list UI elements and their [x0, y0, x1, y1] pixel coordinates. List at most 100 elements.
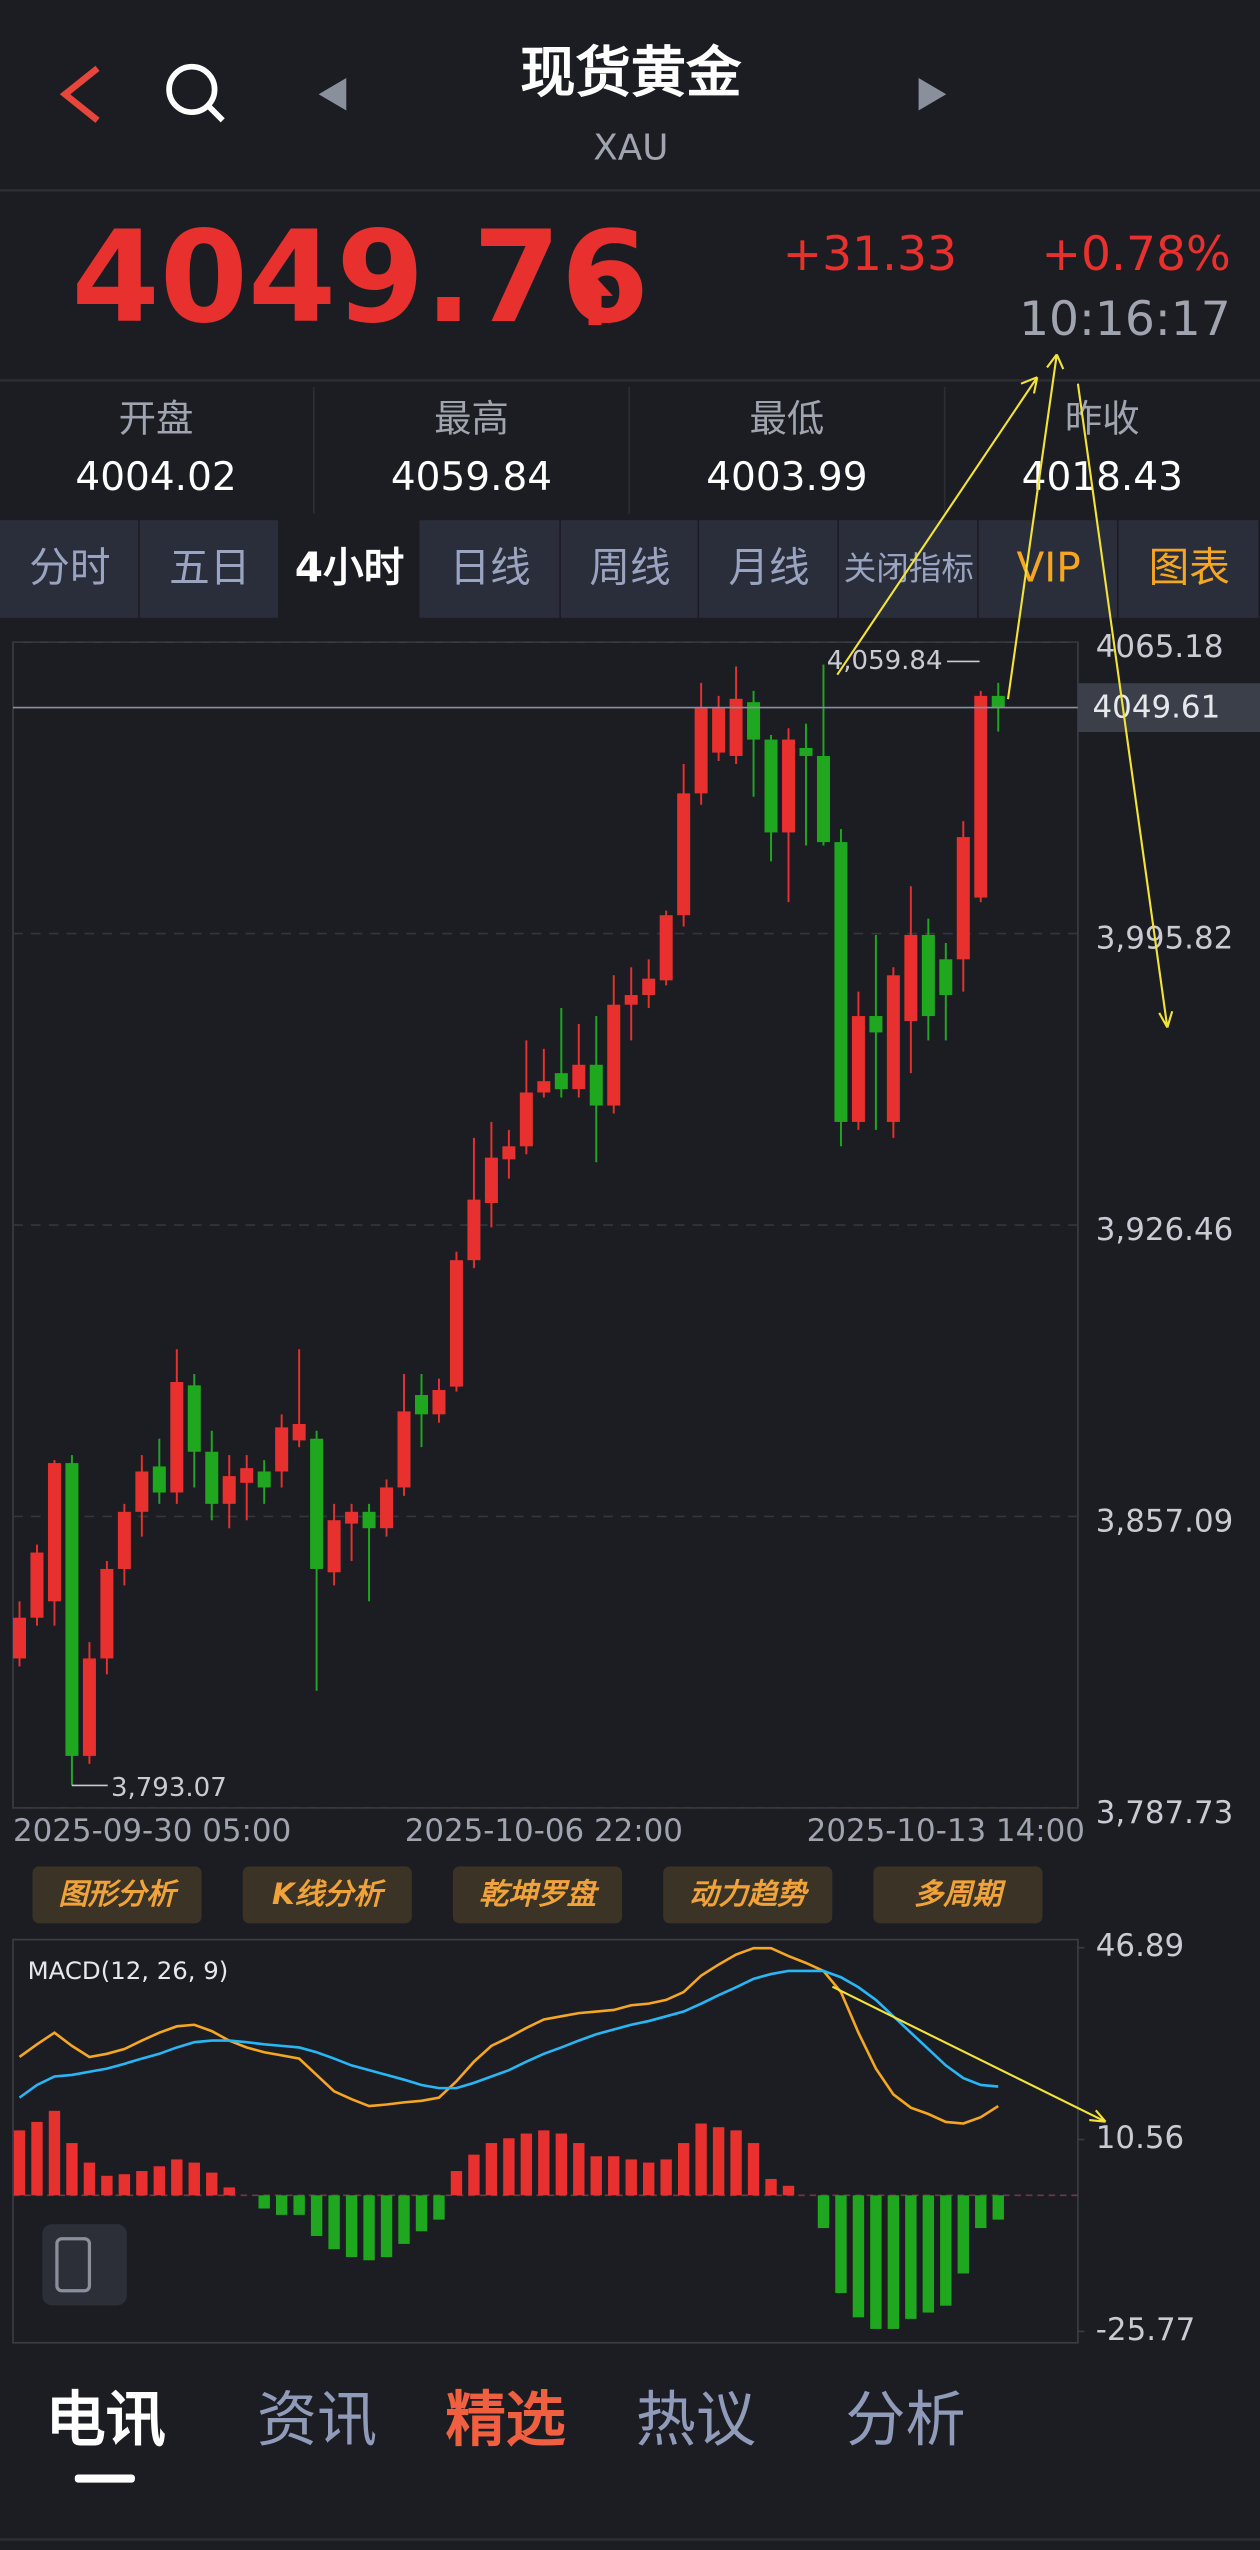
macd-bar: [870, 2195, 882, 2329]
tool-button[interactable]: [32, 1866, 202, 1924]
macd-bar: [328, 2195, 340, 2250]
macd-bar: [712, 2127, 725, 2196]
y-tick-label: 3,995.82: [1096, 921, 1234, 957]
annotation-arrow: [1076, 383, 1174, 1029]
macd-bar: [223, 2187, 235, 2196]
macd-bar: [695, 2123, 707, 2196]
candle-body: [572, 1064, 586, 1090]
candle-body: [275, 1427, 289, 1472]
macd-bar: [188, 2162, 200, 2196]
macd-bar: [940, 2195, 952, 2306]
up-arrow: [577, 276, 613, 326]
last-price-box: [1077, 683, 1260, 732]
period-tab[interactable]: [560, 520, 698, 618]
candle-body: [799, 747, 813, 756]
macd-bar: [677, 2143, 690, 2196]
y-tick-label: 3,857.09: [1096, 1503, 1234, 1539]
candle-body: [519, 1092, 533, 1147]
candle-body: [152, 1466, 166, 1493]
prev-button[interactable]: [318, 78, 347, 111]
candle-body: [170, 1381, 184, 1493]
next-button[interactable]: [918, 78, 947, 111]
macd-bar: [450, 2171, 463, 2196]
period-tab[interactable]: [139, 520, 279, 618]
tool-button[interactable]: [663, 1866, 833, 1924]
back-button[interactable]: [59, 65, 100, 123]
period-tab-label: 月线: [728, 544, 809, 592]
stat-label: 开盘: [119, 397, 194, 441]
macd-bar: [485, 2143, 498, 2196]
macd-bar: [975, 2195, 987, 2229]
news-tab[interactable]: 电讯: [46, 2386, 166, 2456]
change: +31.33: [783, 227, 957, 282]
candle-body: [484, 1157, 498, 1204]
x-tick-label: 2025-09-30 05:00: [13, 1813, 291, 1849]
macd-bar: [608, 2156, 620, 2196]
rotate-button[interactable]: [42, 2224, 127, 2306]
tool-label: 动力趋势: [689, 1877, 810, 1911]
search-icon-handle: [206, 103, 225, 123]
candle-body: [939, 959, 953, 996]
period-tab[interactable]: [279, 520, 418, 618]
candle-body: [432, 1389, 446, 1415]
candle-body: [502, 1146, 516, 1160]
search-icon: [166, 63, 218, 116]
macd-bar: [83, 2162, 96, 2196]
candle-body: [764, 739, 778, 833]
period-tab[interactable]: [419, 520, 560, 618]
search-button[interactable]: [166, 63, 225, 123]
macd-bar: [887, 2195, 900, 2329]
candle-body: [904, 934, 918, 1022]
news-tab[interactable]: 热议: [636, 2386, 756, 2456]
candle-body: [257, 1471, 271, 1488]
tool-button[interactable]: [452, 1866, 623, 1924]
candle-body: [816, 755, 830, 843]
last-price-label: 4049.61: [1093, 690, 1221, 726]
macd-bar: [310, 2195, 323, 2236]
candle-body: [345, 1511, 359, 1524]
candle-body: [135, 1471, 149, 1512]
macd-bar: [957, 2195, 969, 2274]
macd-bar: [765, 2178, 777, 2196]
candle-body: [659, 915, 673, 981]
macd-bar: [643, 2162, 655, 2196]
candle-body: [554, 1073, 568, 1090]
candle-body: [362, 1511, 376, 1529]
macd-bar: [555, 2133, 567, 2196]
high-label: 4,059.84: [827, 646, 943, 676]
news-tab[interactable]: 分析: [845, 2386, 965, 2456]
candle-body: [991, 695, 1005, 708]
macd-bar: [503, 2138, 515, 2196]
macd-bar: [730, 2130, 742, 2196]
annotation-arrow: [836, 376, 1039, 676]
macd-bar: [13, 2130, 26, 2196]
macd-bar: [66, 2143, 78, 2196]
candle-body: [624, 995, 638, 1005]
news-tab[interactable]: 资讯: [257, 2386, 377, 2456]
macd-bar: [345, 2195, 358, 2258]
tool-button[interactable]: [242, 1866, 412, 1924]
candle-body: [292, 1424, 306, 1441]
candle-body: [187, 1385, 201, 1452]
tool-button[interactable]: [873, 1866, 1043, 1924]
candle-body: [607, 1004, 621, 1106]
candle-body: [449, 1260, 463, 1387]
macd-bar: [136, 2171, 148, 2196]
period-tab[interactable]: [1118, 520, 1259, 618]
news-tab[interactable]: 精选: [445, 2386, 565, 2456]
macd-bar: [171, 2159, 183, 2196]
candle-body: [380, 1487, 394, 1529]
candle-body: [205, 1451, 219, 1504]
period-tab[interactable]: [699, 520, 838, 618]
candle-body: [851, 1016, 865, 1122]
macd-bar: [48, 2110, 61, 2196]
x-tick-label: 2025-10-06 22:00: [405, 1813, 683, 1849]
macd-bar: [433, 2195, 445, 2220]
x-tick-label: 2025-10-13 14:00: [807, 1813, 1085, 1849]
candle-body: [974, 695, 988, 898]
candle-body: [30, 1552, 44, 1618]
macd-title: MACD(12, 26, 9): [28, 1956, 229, 1985]
period-tab[interactable]: [978, 520, 1117, 618]
period-tab[interactable]: [0, 520, 139, 618]
macd-bar: [992, 2195, 1004, 2220]
